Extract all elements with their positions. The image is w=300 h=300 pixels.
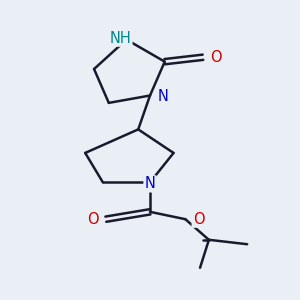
Text: N: N xyxy=(158,89,169,104)
Text: O: O xyxy=(210,50,222,65)
Text: O: O xyxy=(193,212,204,227)
Text: O: O xyxy=(87,212,98,227)
Text: NH: NH xyxy=(110,31,131,46)
Text: N: N xyxy=(145,176,155,191)
